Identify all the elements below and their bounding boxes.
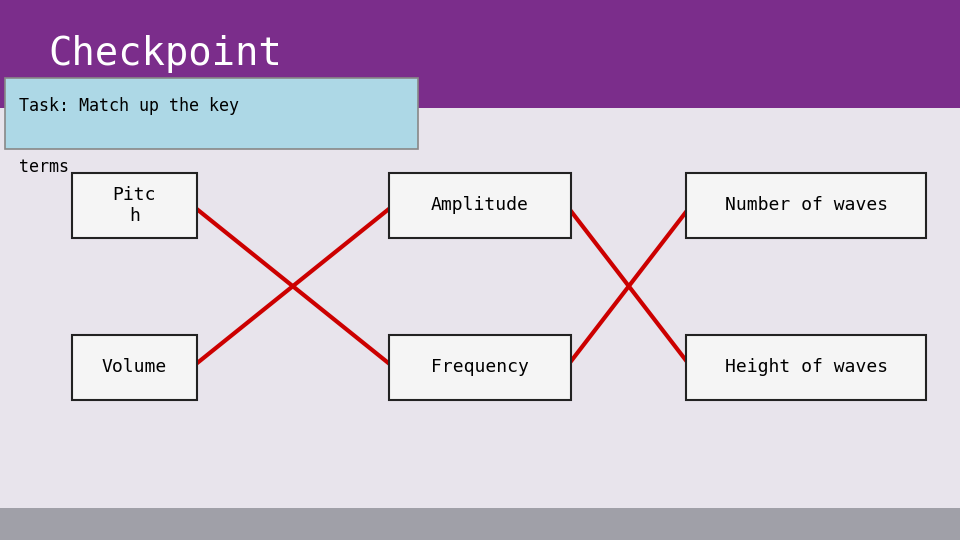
Text: Pitc
h: Pitc h [112, 186, 156, 225]
FancyBboxPatch shape [0, 508, 960, 540]
Text: Amplitude: Amplitude [431, 196, 529, 214]
FancyBboxPatch shape [686, 335, 926, 400]
FancyBboxPatch shape [72, 335, 197, 400]
FancyBboxPatch shape [389, 173, 571, 238]
FancyBboxPatch shape [389, 335, 571, 400]
FancyBboxPatch shape [5, 78, 418, 148]
Text: Number of waves: Number of waves [725, 196, 888, 214]
Text: Checkpoint: Checkpoint [48, 35, 281, 73]
Text: Task: Match up the key: Task: Match up the key [19, 97, 239, 114]
Text: Height of waves: Height of waves [725, 358, 888, 376]
FancyBboxPatch shape [72, 173, 197, 238]
Text: Volume: Volume [102, 358, 167, 376]
FancyBboxPatch shape [686, 173, 926, 238]
Text: terms: terms [19, 158, 69, 177]
FancyBboxPatch shape [0, 0, 960, 108]
Text: Frequency: Frequency [431, 358, 529, 376]
